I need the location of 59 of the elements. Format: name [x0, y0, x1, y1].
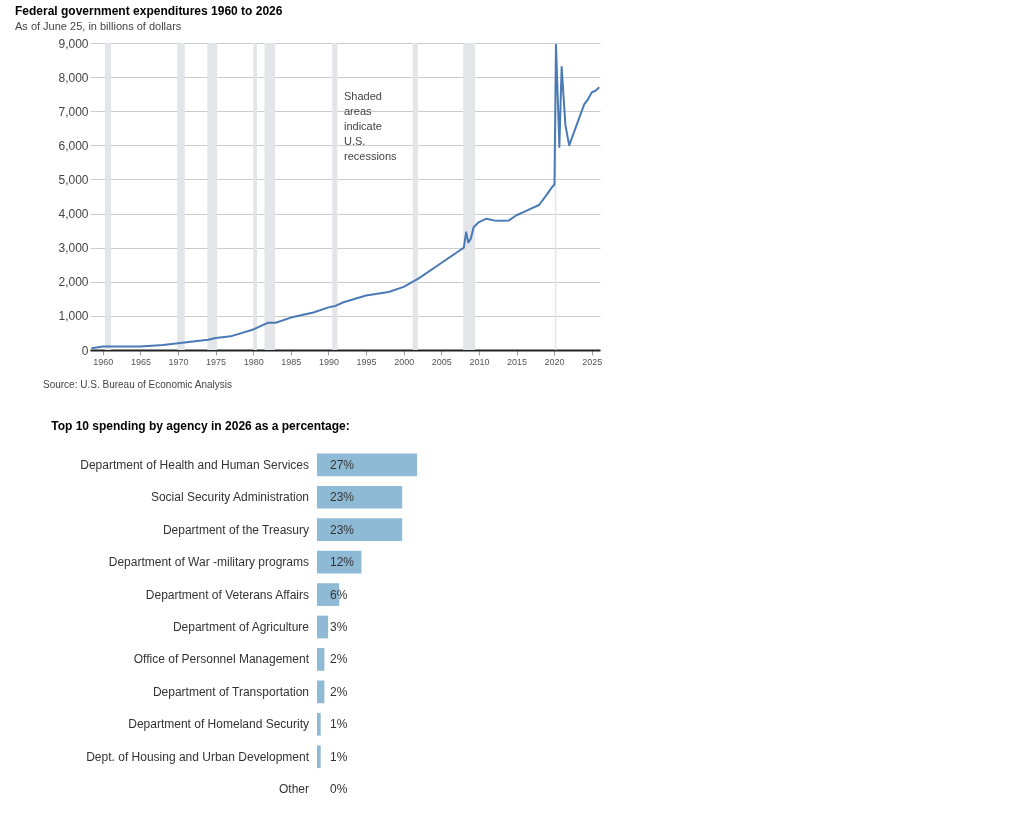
y-tick-label: 9,000	[58, 36, 89, 51]
data-label: 23%	[330, 522, 355, 537]
data-label: 23%	[330, 490, 355, 505]
text: Top 10 spending by agency in 2026 as a percentage:	[51, 419, 350, 433]
x-tick-label: 1960	[93, 356, 114, 367]
y-tick-label: 3,000	[58, 241, 89, 256]
data-label: 3%	[330, 620, 348, 634]
y-tick-label: Department of Transportation	[152, 684, 309, 699]
x-tick-label: 2025	[582, 356, 603, 367]
x-tick-label: 2020	[544, 356, 565, 367]
data-label: 2%	[330, 684, 348, 699]
bar	[317, 712, 321, 736]
bar	[317, 453, 417, 477]
data-label: 1%	[330, 717, 348, 732]
bar	[317, 518, 403, 542]
x-tick-label: 1975	[206, 356, 227, 367]
x-tick-label: 1965	[130, 356, 151, 367]
y-tick-label: 8,000	[58, 70, 89, 85]
y-tick-label: Social Security Administration	[150, 490, 309, 505]
y-tick-label: Other	[278, 782, 309, 797]
y-tick-label: Department of Agriculture	[172, 620, 310, 634]
line-series	[90, 43, 600, 350]
y-tick-label: Department of Veterans Affairs	[145, 587, 309, 602]
y-tick-label: Department of the Treasury	[162, 522, 309, 537]
y-tick-label: Department of War -military programs	[108, 555, 309, 570]
source-note: Source: U.S. Bureau of Economic Analysis	[43, 379, 232, 390]
annotation: Shaded areas indicate U.S. recessions	[344, 90, 398, 162]
chart-title: Federal government expenditures 1960 to 2026	[15, 4, 283, 18]
x-tick-label: 2005	[431, 356, 452, 367]
y-tick-label: 4,000	[58, 207, 89, 222]
y-tick-label: Dept. of Housing and Urban Development	[86, 749, 310, 764]
data-label: 1%	[330, 749, 348, 764]
y-tick-label: 5,000	[58, 172, 89, 187]
data-label: 27%	[330, 457, 355, 472]
x-tick-label: 1980	[243, 356, 264, 367]
bar	[317, 615, 329, 639]
chart-subtitle: As of June 25, in billions of dollars	[15, 20, 182, 32]
bar	[317, 648, 325, 671]
y-tick-label: 6,000	[58, 138, 89, 153]
x-tick-label: 2015	[506, 356, 528, 367]
bar	[317, 485, 403, 509]
bar	[317, 745, 321, 769]
x-tick-label: 1970	[168, 356, 189, 367]
y-tick-label: 7,000	[58, 104, 89, 119]
data-label: 2%	[330, 652, 348, 667]
y-tick-label: 2,000	[58, 275, 89, 290]
data-label: 0%	[330, 782, 348, 797]
bar	[317, 680, 325, 704]
y-tick-label: Office of Personnel Management	[133, 652, 310, 667]
x-tick-label: 1985	[281, 356, 302, 367]
data-label: 12%	[330, 555, 355, 570]
x-tick-label: 1990	[318, 356, 339, 367]
x-tick-label: 1995	[356, 356, 377, 367]
x-tick-label: 2010	[469, 356, 490, 367]
x-tick-label: 2000	[394, 356, 415, 367]
y-tick-label: 1,000	[58, 309, 89, 324]
y-tick-label: 0	[81, 343, 89, 358]
y-tick-label: Department of Homeland Security	[128, 717, 309, 732]
y-tick-label: Department of Health and Human Services	[80, 457, 309, 472]
